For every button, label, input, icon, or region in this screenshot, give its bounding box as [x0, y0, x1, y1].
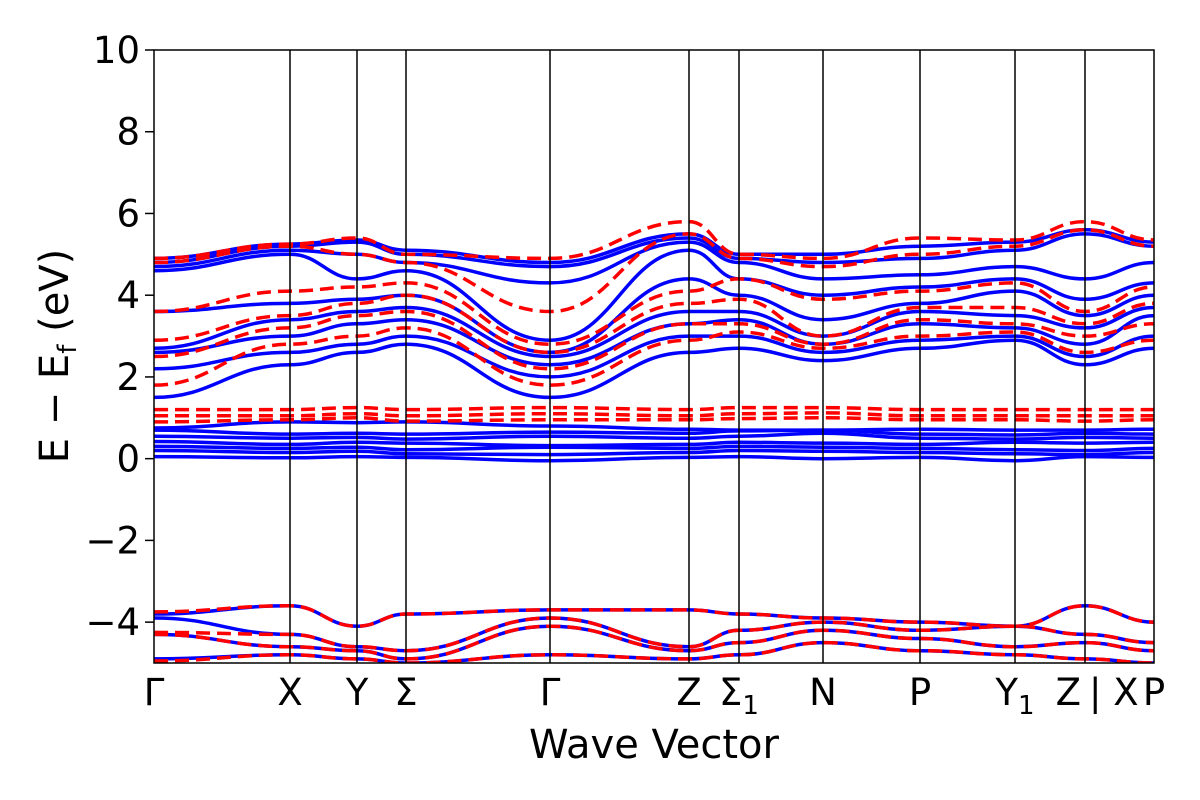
- x-tick-label-main: P: [909, 671, 931, 714]
- x-tick-label-main: Γ: [540, 671, 561, 714]
- band-line-dashed: [154, 405, 1154, 412]
- y-tick-label: 2: [116, 356, 140, 399]
- band-line-dashed: [154, 416, 1154, 424]
- x-tick-label: | X: [1089, 671, 1139, 714]
- x-tick-label-main: Σ: [719, 671, 742, 714]
- band-line-solid: [154, 338, 1154, 400]
- band-line-dashed: [154, 411, 1154, 418]
- x-tick-label: Σ1: [719, 671, 759, 721]
- x-tick-label: Z: [1056, 671, 1081, 714]
- y-tick-label: 0: [116, 438, 140, 481]
- x-tick-label: P: [909, 671, 931, 714]
- x-tick-label-main: N: [809, 671, 837, 714]
- y-axis-title-main: E − E: [32, 354, 78, 464]
- band-line-solid: [154, 439, 1154, 448]
- y-axis-title-unit: (eV): [32, 249, 78, 345]
- y-axis-ticks: −4 −2 0 2 4 6 8 10: [85, 29, 154, 644]
- x-tick-label: Γ: [540, 671, 561, 714]
- band-line-solid: [154, 420, 1154, 432]
- band-line-solid: [154, 334, 1154, 379]
- x-tick-label: Σ: [394, 671, 417, 714]
- x-tick-label-subscript: 1: [1018, 691, 1035, 721]
- y-tick-label: −2: [85, 519, 140, 562]
- band-line-solid: [154, 454, 1154, 463]
- x-tick-label: N: [809, 671, 837, 714]
- band-line-dashed: [154, 604, 1154, 628]
- band-line-solid: [154, 444, 1154, 453]
- y-tick-label: 10: [93, 29, 140, 72]
- x-tick-label-main: Z: [676, 671, 701, 714]
- high-symmetry-lines: [289, 50, 1086, 663]
- band-line-dashed: [154, 219, 1154, 261]
- x-tick-label: Z: [676, 671, 701, 714]
- y-tick-label: 4: [116, 274, 140, 317]
- x-axis-title: Wave Vector: [529, 722, 780, 768]
- plot-frame: [153, 49, 1155, 664]
- y-tick-label: 6: [116, 192, 140, 235]
- x-tick-label-main: Σ: [394, 671, 417, 714]
- y-tick-label: 8: [116, 111, 140, 154]
- x-tick-label-main: Y: [994, 671, 1018, 714]
- x-tick-label-main: Y: [345, 671, 369, 714]
- band-lines: [154, 219, 1154, 663]
- x-tick-label: X: [277, 671, 302, 714]
- y-axis-title-subscript: f: [53, 344, 83, 354]
- x-tick-label-main: Γ: [144, 671, 165, 714]
- x-tick-label-main: P: [1143, 671, 1165, 714]
- x-tick-label: Y1: [994, 671, 1034, 721]
- band-line-dashed: [154, 309, 1154, 371]
- band-line-dashed: [154, 616, 1154, 653]
- y-axis-title: E − Ef (eV): [32, 249, 83, 464]
- x-tick-label-subscript: 1: [742, 691, 759, 721]
- x-tick-label-main: Z: [1056, 671, 1081, 714]
- y-tick-label: −4: [85, 601, 140, 644]
- x-tick-label-main: X: [277, 671, 302, 714]
- x-tick-label-main: | X: [1089, 671, 1139, 714]
- x-tick-label: Γ: [144, 671, 165, 714]
- x-tick-label: Y: [345, 671, 369, 714]
- x-tick-label: P: [1143, 671, 1165, 714]
